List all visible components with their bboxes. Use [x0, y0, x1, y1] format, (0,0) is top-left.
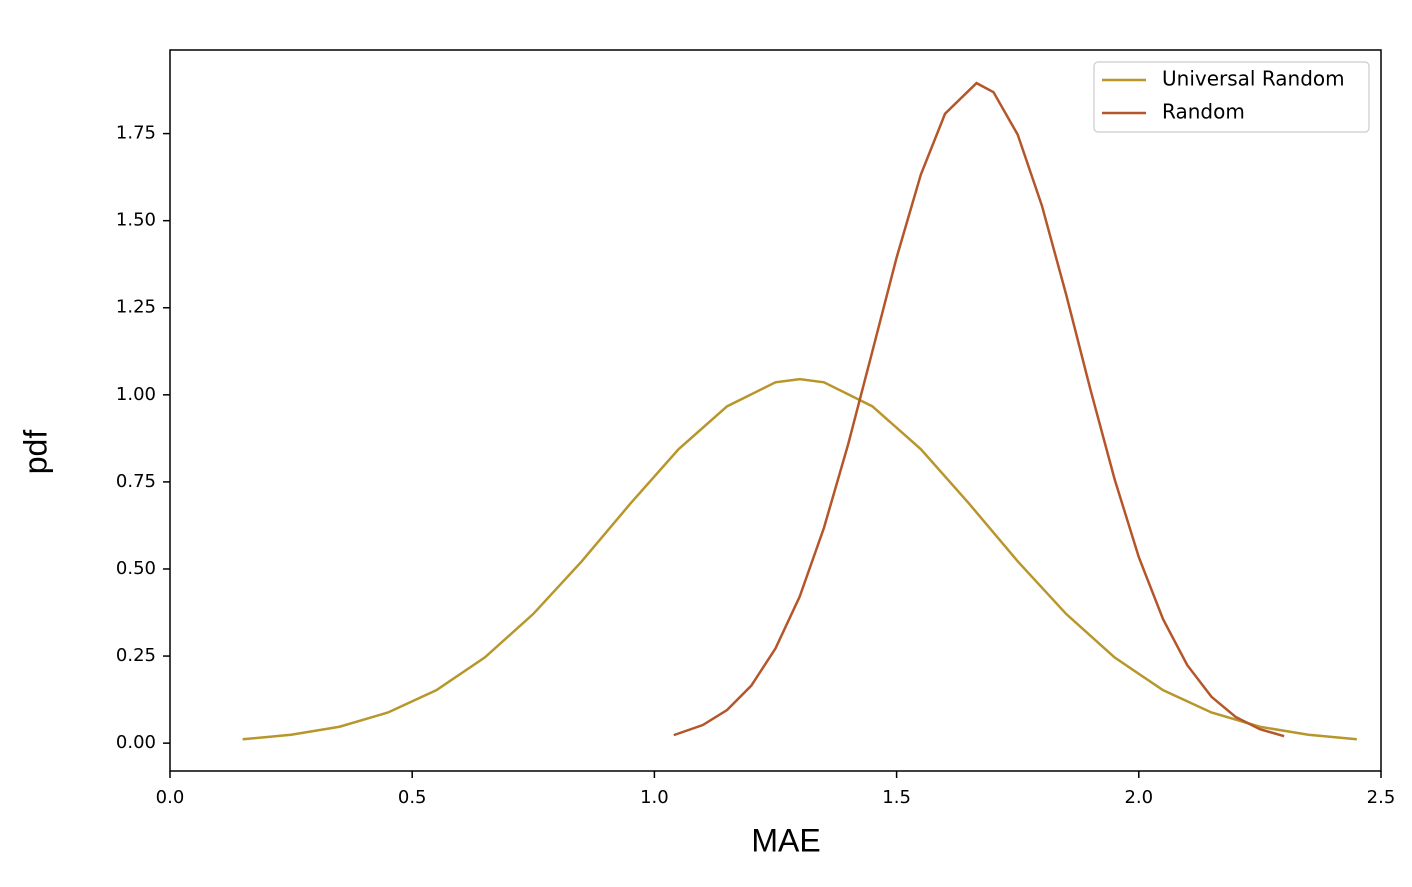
x-tick-label: 0.5 — [398, 787, 427, 808]
y-axis-title: pdf — [17, 430, 53, 475]
x-axis-title: MAE — [751, 822, 820, 858]
legend-label: Universal Random — [1162, 67, 1345, 91]
legend-box — [1093, 61, 1370, 133]
line-series — [673, 81, 1285, 738]
y-tick-label: 0.25 — [116, 645, 156, 666]
x-tick-label: 1.0 — [640, 787, 669, 808]
line-series — [242, 377, 1357, 741]
y-tick-label: 1.25 — [116, 297, 156, 318]
legend-label: Random — [1162, 100, 1245, 124]
y-tick-label: 1.00 — [116, 384, 156, 405]
x-tick-label: 1.5 — [882, 787, 911, 808]
y-tick-label: 1.50 — [116, 210, 156, 231]
y-tick-label: 0.00 — [116, 732, 156, 753]
x-tick-label: 0.0 — [156, 787, 185, 808]
x-tick-label: 2.5 — [1367, 787, 1396, 808]
y-tick-label: 0.75 — [116, 471, 156, 492]
x-tick-label: 2.0 — [1124, 787, 1153, 808]
y-tick-label: 0.50 — [116, 558, 156, 579]
plot-frame — [169, 49, 1382, 772]
y-tick-label: 1.75 — [116, 123, 156, 144]
